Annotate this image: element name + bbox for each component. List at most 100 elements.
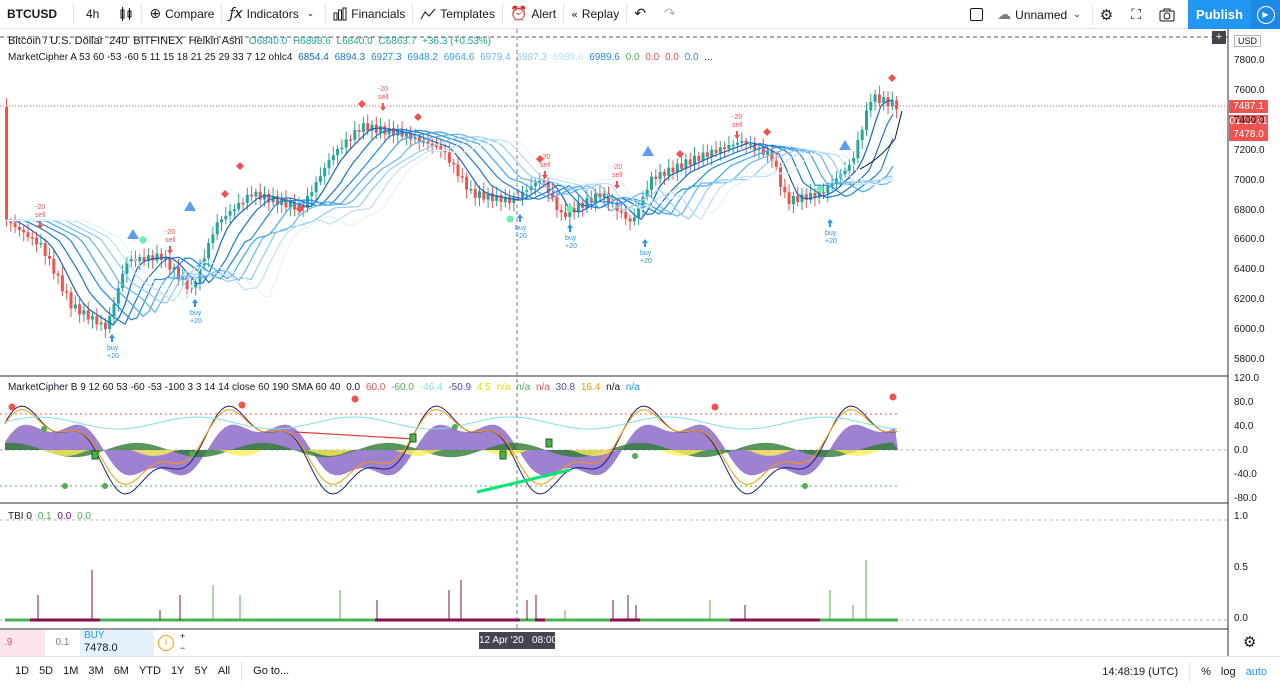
- change-value: +36.3 (+0.53%): [422, 36, 492, 47]
- screenshot-button[interactable]: [1152, 0, 1182, 29]
- buy-box[interactable]: BUY 7478.0: [80, 630, 154, 656]
- candle-body: [168, 257, 172, 270]
- green-dot-icon: [189, 451, 195, 457]
- tbi-pane[interactable]: [0, 519, 1228, 622]
- market-cipher-b-pane[interactable]: [0, 393, 1228, 495]
- chart-settings-icon[interactable]: ⚙: [1243, 633, 1257, 651]
- goto-button[interactable]: Go to...: [253, 665, 290, 677]
- candle-body: [344, 139, 348, 148]
- redo-button[interactable]: ↷: [657, 0, 687, 29]
- candle-body: [538, 180, 542, 183]
- alert-button[interactable]: ⏰ Alert: [503, 0, 563, 29]
- candle-body: [91, 316, 94, 320]
- range-button-1m[interactable]: 1M: [63, 665, 79, 677]
- interval-button[interactable]: 4h: [86, 7, 100, 21]
- publish-button[interactable]: Publish: [1188, 0, 1251, 29]
- candle-body: [555, 197, 559, 211]
- candle-body: [658, 172, 662, 179]
- range-button-1d[interactable]: 1D: [15, 665, 30, 677]
- candle-body: [723, 147, 727, 149]
- sell-arrow-icon: [380, 103, 386, 111]
- buy-signal-label: buy: [190, 310, 202, 317]
- tbi-legend[interactable]: TBI 0 0.1 0.0 0.0: [8, 511, 94, 522]
- candle-body: [267, 193, 271, 203]
- candle-body: [452, 162, 456, 165]
- pane-nav[interactable]: + −: [180, 631, 186, 653]
- auto-toggle[interactable]: auto: [1245, 665, 1267, 678]
- chart-area[interactable]: buy +20 buy +20 buy +20 buy +20 buy +20 buy +20 -20 s…: [0, 29, 1280, 674]
- cipher-b-legend[interactable]: MarketCipher B 9 12 60 53 -60 -53 -100 3…: [8, 382, 643, 393]
- red-dot-icon: [238, 401, 246, 409]
- range-button-6m[interactable]: 6M: [113, 665, 129, 677]
- candle-body: [60, 275, 64, 292]
- financials-button[interactable]: Financials: [326, 0, 412, 29]
- range-button-3m[interactable]: 3M: [88, 665, 104, 677]
- range-button-5y[interactable]: 5Y: [194, 665, 208, 677]
- percent-toggle[interactable]: %: [1201, 665, 1211, 678]
- candle-body: [340, 147, 344, 150]
- select-layout-checkbox[interactable]: [963, 0, 990, 29]
- indicator-a-legend[interactable]: MarketCipher A 53 60 -53 -60 5 11 15 18 …: [8, 52, 716, 63]
- green-dot-icon: [802, 483, 808, 489]
- candle-body: [585, 197, 589, 208]
- compare-button[interactable]: ⊕ Compare: [142, 0, 221, 29]
- candle-body: [65, 291, 69, 293]
- indicator-a-value: 6964.6: [443, 52, 475, 63]
- candle-body: [766, 151, 770, 155]
- range-button-5d[interactable]: 5D: [39, 665, 54, 677]
- indicator-a-name: MarketCipher A 53 60 -53 -60 5 11 15 18 …: [8, 52, 293, 63]
- candle-body: [478, 191, 481, 198]
- fullscreen-button[interactable]: ⛶: [1124, 0, 1152, 29]
- green-dot-icon: [62, 483, 68, 489]
- clock[interactable]: 14:48:19 (UTC): [1102, 665, 1179, 678]
- chevron-down-icon: ⌄: [1073, 9, 1081, 20]
- square-icon: [970, 8, 984, 21]
- info-icon[interactable]: i: [158, 635, 174, 651]
- symbol-title[interactable]: Bitcoin / U.S. Dollar: [8, 35, 104, 47]
- trade-widget[interactable]: .9 0.1 BUY 7478.0 i: [0, 630, 176, 656]
- range-button-1y[interactable]: 1Y: [170, 665, 185, 677]
- candle-body: [172, 267, 176, 270]
- candle-body: [220, 219, 223, 223]
- candle-body: [413, 137, 417, 140]
- indicator-a-value: 6989.6: [552, 52, 584, 63]
- candle-body: [13, 222, 17, 228]
- separator: [563, 4, 565, 24]
- range-button-ytd[interactable]: YTD: [138, 665, 161, 677]
- buy-signal-value: +20: [190, 318, 202, 325]
- candle-body: [310, 192, 314, 197]
- tbi-value: 0.0: [77, 511, 91, 522]
- replay-button[interactable]: « Replay: [564, 0, 626, 29]
- price-tick-label: 6400.0: [1234, 264, 1265, 276]
- templates-button[interactable]: Templates: [413, 0, 502, 29]
- candle-body: [331, 155, 335, 161]
- compare-label: Compare: [165, 7, 215, 21]
- candle-body: [86, 310, 90, 320]
- currency-label[interactable]: USD: [1234, 35, 1262, 47]
- sell-arrow-icon: [542, 171, 548, 179]
- candle-body: [116, 288, 120, 304]
- green-dot-icon: [41, 426, 47, 432]
- red-diamond-icon: [888, 74, 896, 82]
- candle-body: [447, 152, 451, 163]
- log-toggle[interactable]: log: [1220, 665, 1236, 678]
- settings-button[interactable]: ⚙: [1093, 0, 1124, 29]
- indicators-button[interactable]: ƒx Indicators ⌄: [222, 0, 325, 29]
- candle-body: [860, 130, 864, 141]
- chart-style-button[interactable]: [111, 0, 141, 29]
- buy-signal-value: +20: [825, 238, 837, 245]
- publish-video-button[interactable]: ▶: [1251, 0, 1280, 29]
- symbol-search[interactable]: BTCUSD: [7, 7, 57, 21]
- buy-arrow-icon: [567, 224, 573, 232]
- add-scale-button[interactable]: +: [1212, 31, 1226, 44]
- range-button-all[interactable]: All: [217, 665, 231, 677]
- layout-name-button[interactable]: ☁ Unnamed ⌄: [990, 0, 1092, 29]
- candle-body: [770, 151, 774, 161]
- rewind-icon: «: [571, 7, 578, 21]
- candle-body: [146, 255, 150, 262]
- candle-body: [576, 202, 580, 213]
- candle-body: [258, 191, 262, 200]
- undo-button[interactable]: ↶: [627, 0, 657, 29]
